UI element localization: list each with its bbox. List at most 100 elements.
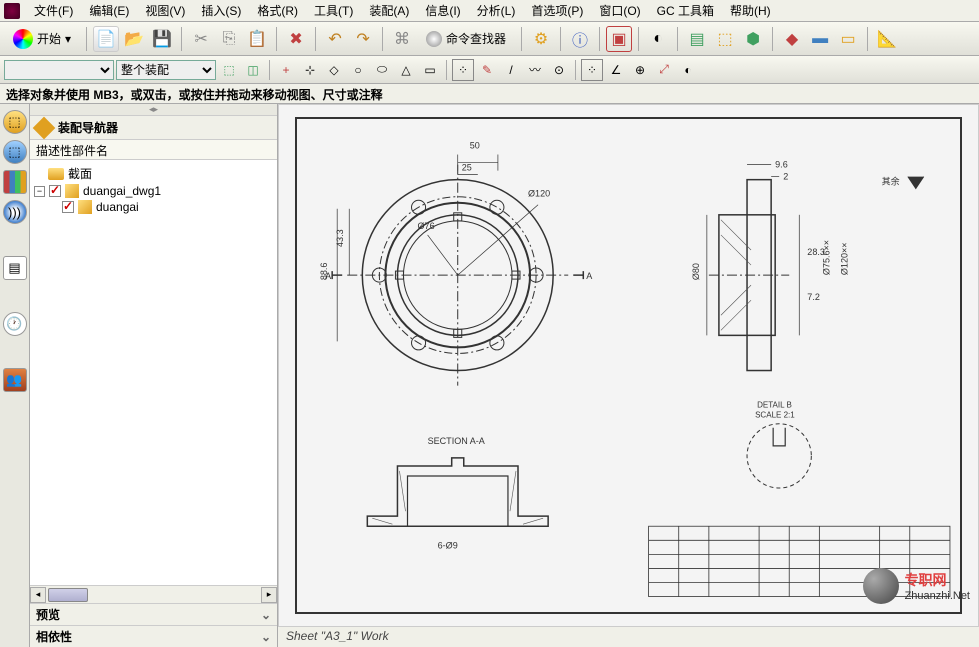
command-button[interactable]: ⌘ bbox=[389, 26, 415, 52]
tree-label: 截面 bbox=[68, 165, 92, 182]
vtab-roles-icon[interactable]: 👥 bbox=[3, 368, 27, 392]
tool-d[interactable]: ◐ bbox=[645, 26, 671, 52]
scroll-thumb[interactable] bbox=[48, 588, 88, 602]
tool-g[interactable]: ⬢ bbox=[740, 26, 766, 52]
svg-text:6-Ø9: 6-Ø9 bbox=[438, 540, 458, 550]
vertical-tabs: ⬚ ⬚ ))) ▤ 🕐 👥 bbox=[0, 104, 30, 647]
menu-view[interactable]: 视图(V) bbox=[137, 0, 193, 21]
menu-prefs[interactable]: 首选项(P) bbox=[523, 0, 591, 21]
tool-a[interactable]: ⚙ bbox=[528, 26, 554, 52]
t2-h[interactable]: △ bbox=[395, 59, 417, 81]
checkbox-icon[interactable] bbox=[49, 185, 61, 197]
menu-format[interactable]: 格式(R) bbox=[249, 0, 306, 21]
chevron-down-icon: ⌄ bbox=[261, 608, 271, 622]
tree-node-root[interactable]: − duangai_dwg1 bbox=[34, 183, 273, 199]
checkbox-icon[interactable] bbox=[62, 201, 74, 213]
tree-label: duangai bbox=[96, 200, 139, 214]
svg-text:DETAIL B: DETAIL B bbox=[757, 401, 792, 410]
save-button[interactable]: 💾 bbox=[149, 26, 175, 52]
tool-h[interactable]: ◆ bbox=[779, 26, 805, 52]
t2-n[interactable]: ⊙ bbox=[548, 59, 570, 81]
tree-node-child[interactable]: duangai bbox=[34, 199, 273, 215]
scroll-left-icon[interactable]: ◂ bbox=[30, 587, 46, 603]
selector-1[interactable] bbox=[4, 60, 114, 80]
nav-title-icon bbox=[33, 116, 56, 139]
new-button[interactable]: 📄 bbox=[93, 26, 119, 52]
t2-j[interactable]: ⁘ bbox=[452, 59, 474, 81]
menu-help[interactable]: 帮助(H) bbox=[722, 0, 779, 21]
main-area: ⬚ ⬚ ))) ▤ 🕐 👥 ◂▸ 装配导航器 描述性部件名 截面 − duang bbox=[0, 104, 979, 647]
t2-s[interactable]: ◐ bbox=[677, 59, 699, 81]
t2-i[interactable]: ▭ bbox=[419, 59, 441, 81]
t2-l[interactable]: / bbox=[500, 59, 522, 81]
scroll-right-icon[interactable]: ▸ bbox=[261, 587, 277, 603]
collapse-icon[interactable]: − bbox=[34, 186, 45, 197]
chevron-down-icon: ⌄ bbox=[261, 630, 271, 644]
dependency-panel[interactable]: 相依性 ⌄ bbox=[30, 625, 277, 647]
copy-button[interactable]: ⎘ bbox=[216, 26, 242, 52]
vtab-assembly-icon[interactable]: ⬚ bbox=[3, 110, 27, 134]
t2-e[interactable]: ◇ bbox=[323, 59, 345, 81]
nav-title-text: 装配导航器 bbox=[58, 119, 118, 136]
t2-p[interactable]: ∠ bbox=[605, 59, 627, 81]
redo-button[interactable]: ↷ bbox=[350, 26, 376, 52]
menu-insert[interactable]: 插入(S) bbox=[193, 0, 249, 21]
cut-button[interactable]: ✂ bbox=[188, 26, 214, 52]
watermark-text1: 专职网 bbox=[905, 570, 970, 590]
drawing-canvas[interactable]: A A 50 25 Ø120 Ø76 88.6 bbox=[278, 104, 979, 627]
start-button[interactable]: 开始 ▾ bbox=[4, 26, 80, 52]
svg-text:88.6: 88.6 bbox=[319, 263, 329, 281]
preview-panel[interactable]: 预览 ⌄ bbox=[30, 603, 277, 625]
menu-file[interactable]: 文件(F) bbox=[26, 0, 81, 21]
horizontal-scrollbar[interactable]: ◂ ▸ bbox=[30, 585, 277, 603]
tree-node-sections[interactable]: 截面 bbox=[34, 164, 273, 183]
chevron-down-icon: ▾ bbox=[65, 32, 71, 46]
svg-text:Ø76: Ø76 bbox=[418, 221, 435, 231]
t2-f[interactable]: ○ bbox=[347, 59, 369, 81]
paste-button[interactable]: 📋 bbox=[244, 26, 270, 52]
t2-a[interactable]: ⬚ bbox=[218, 59, 240, 81]
svg-text:Ø75.6××: Ø75.6×× bbox=[821, 240, 831, 275]
start-icon bbox=[13, 29, 33, 49]
tool-f[interactable]: ⬚ bbox=[712, 26, 738, 52]
t2-k[interactable]: ✎ bbox=[476, 59, 498, 81]
menu-edit[interactable]: 编辑(E) bbox=[81, 0, 137, 21]
t2-c[interactable]: + bbox=[275, 59, 297, 81]
t2-m[interactable]: 〰 bbox=[524, 59, 546, 81]
tool-i[interactable]: ▬ bbox=[807, 26, 833, 52]
tool-j[interactable]: ▭ bbox=[835, 26, 861, 52]
open-button[interactable]: 📂 bbox=[121, 26, 147, 52]
tool-k[interactable]: 📐 bbox=[874, 26, 900, 52]
rollout-handle[interactable]: ◂▸ bbox=[30, 104, 277, 116]
t2-g[interactable]: ⬭ bbox=[371, 59, 393, 81]
t2-o[interactable]: ⁘ bbox=[581, 59, 603, 81]
vtab-history-icon[interactable]: 🕐 bbox=[3, 312, 27, 336]
menu-window[interactable]: 窗口(O) bbox=[591, 0, 648, 21]
tool-b[interactable]: ⓘ bbox=[567, 26, 593, 52]
tool-e[interactable]: ▤ bbox=[684, 26, 710, 52]
cmd-finder-label: 命令查找器 bbox=[446, 30, 506, 47]
finder-icon bbox=[426, 31, 442, 47]
sheet-label: Sheet "A3_1" Work bbox=[278, 627, 979, 647]
dependency-label: 相依性 bbox=[36, 628, 72, 645]
vtab-doc-icon[interactable]: ▤ bbox=[3, 256, 27, 280]
selector-assembly[interactable]: 整个装配 bbox=[116, 60, 216, 80]
vtab-library-icon[interactable] bbox=[3, 170, 27, 194]
t2-b[interactable]: ◫ bbox=[242, 59, 264, 81]
vtab-teamcenter-icon[interactable]: ))) bbox=[3, 200, 27, 224]
vtab-db-icon[interactable]: ⬚ bbox=[3, 140, 27, 164]
menu-gc[interactable]: GC 工具箱 bbox=[649, 0, 722, 21]
menu-tools[interactable]: 工具(T) bbox=[306, 0, 361, 21]
t2-d[interactable]: ⊹ bbox=[299, 59, 321, 81]
tool-c[interactable]: ▣ bbox=[606, 26, 632, 52]
nav-column-header[interactable]: 描述性部件名 bbox=[30, 140, 277, 160]
menu-assembly[interactable]: 装配(A) bbox=[361, 0, 417, 21]
cmd-finder-button[interactable]: 命令查找器 bbox=[417, 27, 515, 50]
t2-q[interactable]: ⊕ bbox=[629, 59, 651, 81]
undo-button[interactable]: ↶ bbox=[322, 26, 348, 52]
nav-title-bar: 装配导航器 bbox=[30, 116, 277, 140]
t2-r[interactable]: ⤢ bbox=[653, 59, 675, 81]
delete-button[interactable]: ✖ bbox=[283, 26, 309, 52]
menu-analysis[interactable]: 分析(L) bbox=[469, 0, 524, 21]
menu-info[interactable]: 信息(I) bbox=[417, 0, 468, 21]
